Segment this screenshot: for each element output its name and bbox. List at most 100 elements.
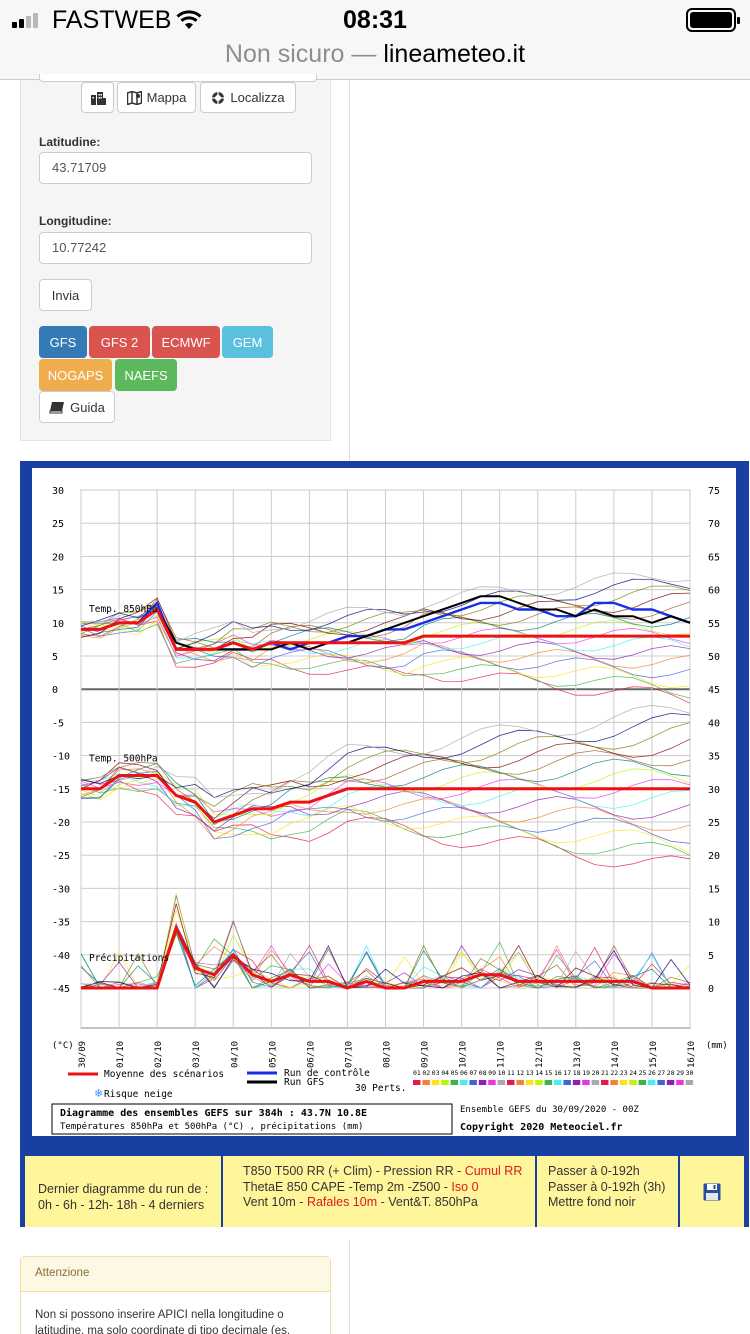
- latitude-input[interactable]: 43.71709: [39, 152, 312, 184]
- chart-copyright: Copyright 2020 Meteociel.fr: [460, 1121, 623, 1133]
- ensemble-member-t500: [80, 704, 691, 798]
- carrier-name: FASTWEB: [52, 6, 172, 34]
- right-tick-label: 25: [708, 818, 720, 829]
- model-gfs2-button[interactable]: GFS 2: [89, 326, 150, 358]
- panel-label-t500: Temp. 500hPa: [89, 754, 158, 765]
- ensemble-member-precip: [80, 893, 691, 989]
- left-tick-label: -5: [52, 718, 64, 729]
- legend-pert-number: 21: [601, 1069, 609, 1077]
- model-ecmwf-button[interactable]: ECMWF: [152, 326, 220, 358]
- longitude-input[interactable]: 10.77242: [39, 232, 312, 264]
- x-tick-label: 03/10: [192, 1041, 202, 1068]
- building-icon: [90, 91, 106, 105]
- legend-pert-number: 09: [488, 1069, 496, 1077]
- legend-pert-swatch: [450, 1080, 459, 1085]
- ensemble-member-t500: [80, 770, 691, 844]
- legend-pert-swatch: [516, 1080, 524, 1085]
- chart-title: Diagramme des ensembles GEFS sur 384h : …: [60, 1107, 367, 1119]
- right-tick-label: 0: [708, 984, 714, 995]
- legend-mean-label: Moyenne des scénarios: [104, 1069, 224, 1080]
- gfs-run-line: [81, 595, 691, 651]
- legend-pert-number: 24: [629, 1069, 637, 1077]
- mean-t850-line: [81, 607, 690, 651]
- legend-pert-swatch: [507, 1080, 515, 1085]
- mean-t500-line: [81, 774, 690, 824]
- submit-button[interactable]: Invia: [39, 279, 92, 311]
- panel-label-precip: Précipitations: [89, 953, 169, 964]
- link-0-192h-3h[interactable]: Passer à 0-192h (3h): [548, 1179, 666, 1194]
- url-bar[interactable]: Non sicuro — lineameteo.it: [0, 40, 750, 69]
- locate-button[interactable]: Localizza: [200, 82, 296, 113]
- book-icon: [49, 401, 65, 413]
- warning-body: Non si possono inserire APICI nella long…: [35, 1309, 291, 1334]
- ensemble-member-t850: [80, 611, 691, 659]
- x-tick-label: 15/10: [649, 1041, 659, 1068]
- longitude-label: Longitudine:: [39, 214, 112, 228]
- guide-button[interactable]: Guida: [39, 391, 115, 423]
- link-cumul-rr[interactable]: Cumul RR: [464, 1164, 523, 1178]
- link-thetae[interactable]: ThetaE 850 CAPE -Temp 2m -Z500 -: [243, 1179, 452, 1194]
- x-tick-label: 11/10: [497, 1041, 507, 1068]
- link-t850[interactable]: T850 T500 RR (+ Clim) - Pression RR -: [243, 1164, 465, 1178]
- legend-pert-swatch: [648, 1080, 656, 1085]
- legend-snow-label: Risque neige: [104, 1089, 173, 1100]
- ensemble-member-precip: [80, 903, 691, 989]
- link-vent10m[interactable]: Vent 10m -: [243, 1195, 307, 1209]
- floppy-disk-icon[interactable]: [703, 1183, 721, 1201]
- right-tick-label: 30: [708, 785, 720, 796]
- run-links-table: Dernier diagramme du run de : 0h - 6h - …: [20, 1151, 749, 1227]
- left-tick-label: 10: [52, 619, 64, 630]
- link-iso0[interactable]: Iso 0: [451, 1179, 479, 1194]
- ensemble-member-t500: [80, 750, 691, 826]
- right-tick-label: 50: [708, 652, 720, 663]
- legend-pert-number: 02: [422, 1069, 430, 1077]
- run-selector-cell[interactable]: Dernier diagramme du run de : 0h - 6h - …: [25, 1156, 221, 1227]
- legend-gfs-label: Run GFS: [284, 1077, 324, 1088]
- snowflake-icon: ❄: [94, 1087, 103, 1100]
- legend-pert-swatch: [563, 1080, 571, 1085]
- legend-pert-number: 05: [451, 1069, 459, 1077]
- mean-precip-line: [81, 924, 690, 990]
- legend-pert-number: 28: [667, 1069, 675, 1077]
- ensemble-member-t500: [80, 783, 691, 856]
- legend-pert-swatch: [413, 1080, 421, 1085]
- legend-pert-swatch: [525, 1080, 534, 1085]
- legend-pert-number: 15: [545, 1069, 553, 1077]
- legend-pert-number: 06: [460, 1069, 468, 1077]
- city-button[interactable]: [81, 82, 114, 113]
- left-tick-label: -20: [52, 818, 70, 829]
- legend-pert-swatch: [478, 1080, 487, 1085]
- legend-pert-number: 25: [639, 1069, 647, 1077]
- link-dark-background[interactable]: Mettre fond noir: [548, 1195, 636, 1209]
- right-tick-label: 65: [708, 552, 720, 563]
- ensemble-member-t500: [80, 767, 691, 832]
- legend-pert-swatch: [488, 1080, 496, 1085]
- x-tick-label: 14/10: [611, 1041, 621, 1068]
- right-tick-label: 70: [708, 519, 720, 530]
- link-rafales[interactable]: Rafales 10m: [306, 1195, 378, 1209]
- legend-pert-swatch: [554, 1080, 562, 1085]
- x-tick-label: 30/09: [78, 1041, 88, 1068]
- model-gem-button[interactable]: GEM: [222, 326, 273, 358]
- x-tick-label: 07/10: [344, 1041, 354, 1068]
- right-tick-label: 55: [708, 619, 720, 630]
- legend-pert-number: 27: [657, 1069, 665, 1077]
- ensemble-member-t850: [80, 605, 691, 662]
- left-unit-label: (°C): [52, 1041, 74, 1051]
- legend-pert-number: 16: [554, 1069, 562, 1077]
- column-divider: [349, 80, 350, 461]
- right-tick-label: 35: [708, 752, 720, 763]
- ensemble-member-t850: [80, 622, 691, 699]
- legend-pert-swatch: [572, 1080, 581, 1085]
- model-nogaps-button[interactable]: NOGAPS: [39, 359, 112, 391]
- model-naefs-button[interactable]: NAEFS: [115, 359, 177, 391]
- run-selector-text[interactable]: Dernier diagramme du run de : 0h - 6h - …: [38, 1182, 209, 1212]
- link-vent850[interactable]: - Vent&T. 850hPa: [377, 1195, 478, 1209]
- model-gfs-button[interactable]: GFS: [39, 326, 87, 358]
- x-tick-label: 09/10: [421, 1041, 431, 1068]
- legend-perts-label: 30 Perts.: [355, 1083, 406, 1094]
- map-button[interactable]: Mappa: [117, 82, 196, 113]
- parameter-links-cell: T850 T500 RR (+ Clim) - Pression RR - Cu…: [223, 1156, 535, 1227]
- link-0-192h[interactable]: Passer à 0-192h: [548, 1164, 640, 1178]
- ensemble-member-t850: [80, 619, 691, 689]
